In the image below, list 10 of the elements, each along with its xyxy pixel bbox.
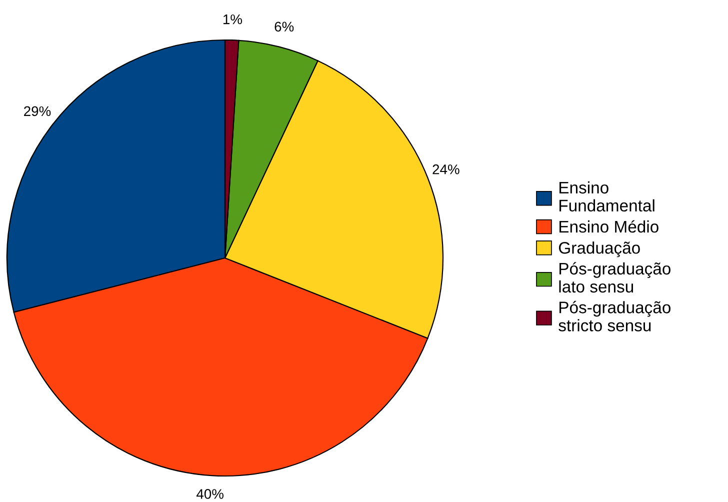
- data-label: 1%: [223, 14, 242, 24]
- data-label: 40%: [196, 489, 224, 499]
- data-label: 29%: [24, 106, 51, 116]
- legend-label: Pós-graduação lato sensu: [559, 262, 670, 293]
- data-label: 6%: [274, 22, 294, 32]
- legend-label: Ensino Fundamental: [560, 181, 654, 212]
- legend-label: Graduação: [558, 242, 640, 258]
- legend-label: Pós-graduação stricto sensu: [558, 300, 670, 332]
- legend-label: Ensino Médio: [560, 220, 658, 233]
- data-label: 24%: [432, 164, 460, 174]
